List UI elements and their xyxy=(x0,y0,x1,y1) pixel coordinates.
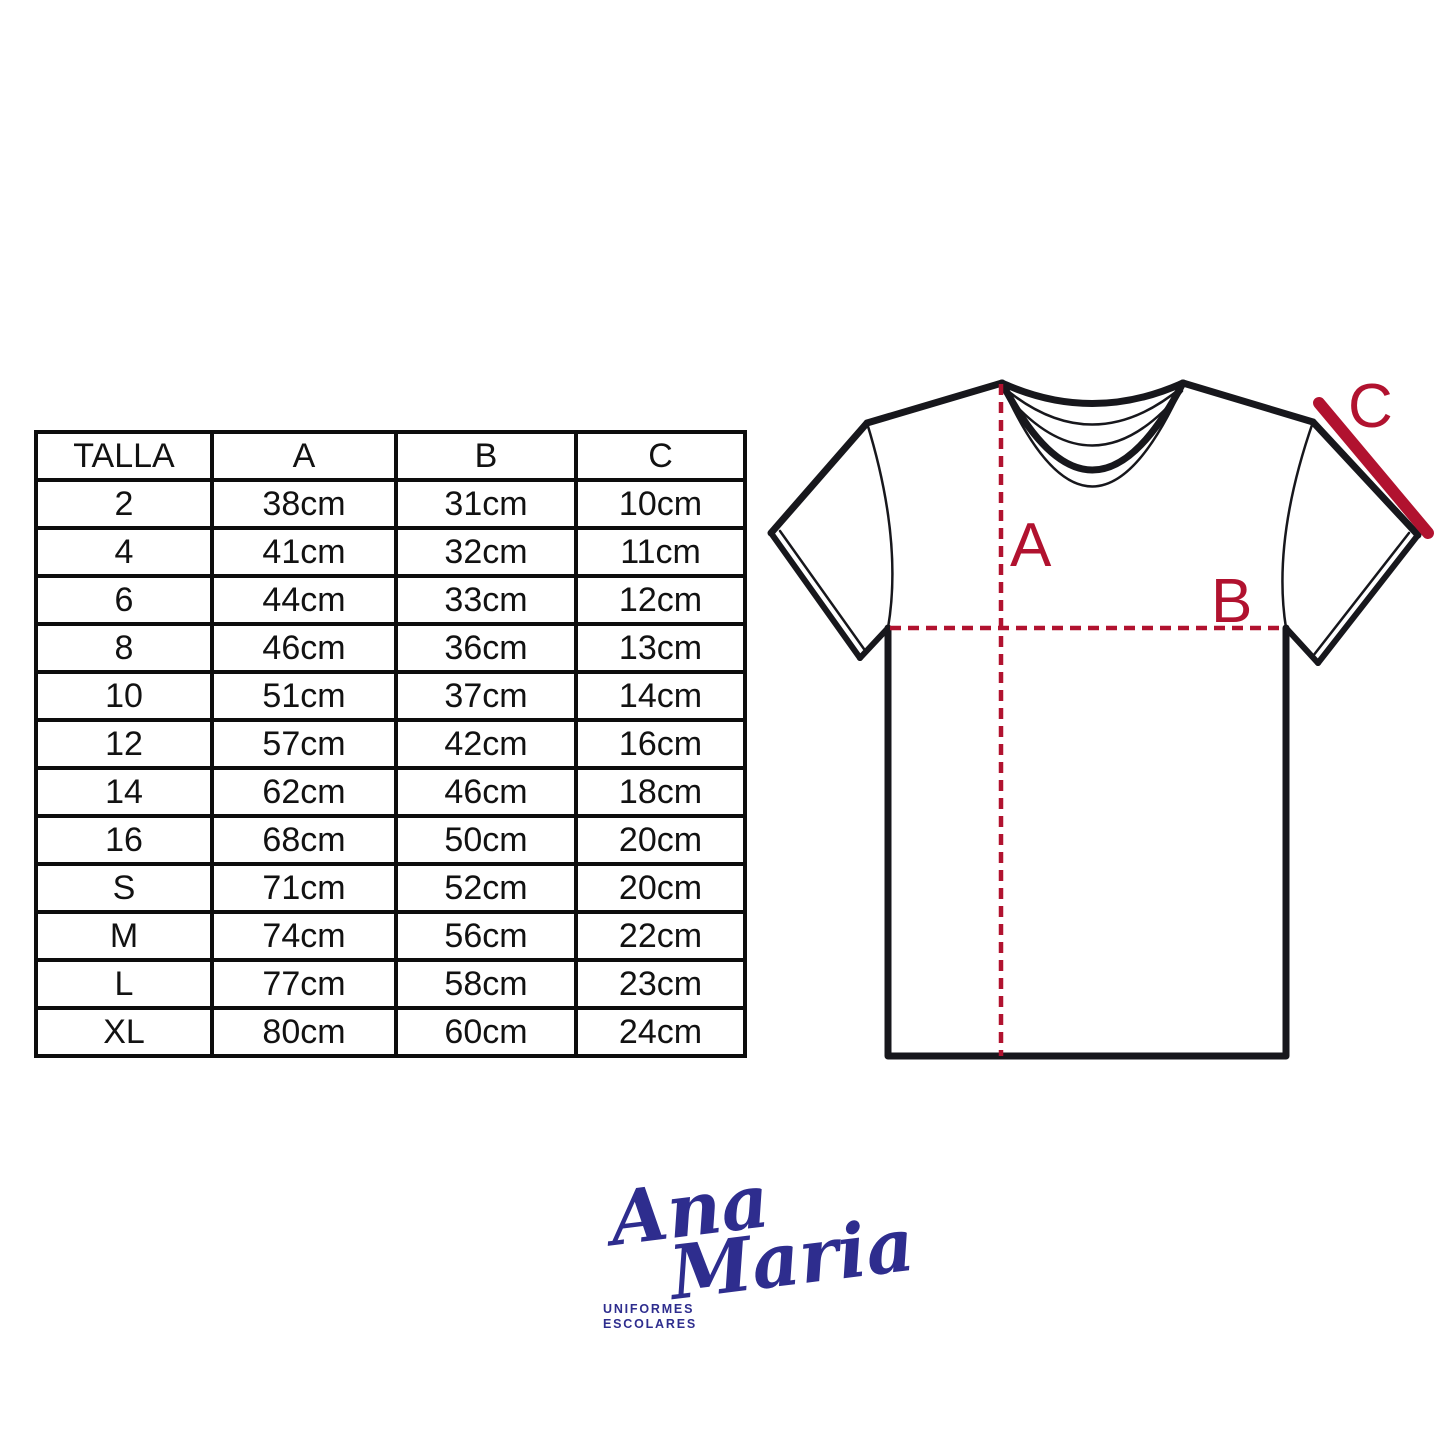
size-cell: M xyxy=(34,910,214,962)
table-row: 2 38cm 31cm 10cm xyxy=(34,478,747,530)
tshirt-left-shoulder-seam xyxy=(863,379,1006,427)
size-cell: 4 xyxy=(34,526,214,578)
right-sleeve-cuff xyxy=(1315,532,1421,666)
measurement-cell: 16cm xyxy=(574,718,747,770)
table-row: 6 44cm 33cm 12cm xyxy=(34,574,747,626)
header-b: B xyxy=(394,430,578,482)
brand-logo: Ana Maria UNIFORMES ESCOLARES xyxy=(585,1158,919,1350)
measurement-cell: 80cm xyxy=(210,1006,398,1058)
table-row: 12 57cm 42cm 16cm xyxy=(34,718,747,770)
left-sleeve-outer-edge xyxy=(767,419,871,537)
measurement-cell: 41cm xyxy=(210,526,398,578)
measurement-cell: 51cm xyxy=(210,670,398,722)
table-row: L 77cm 58cm 23cm xyxy=(34,958,747,1010)
header-a: A xyxy=(210,430,398,482)
size-cell: L xyxy=(34,958,214,1010)
measurement-cell: 46cm xyxy=(394,766,578,818)
collar-seam-line xyxy=(1000,383,1185,488)
size-cell: S xyxy=(34,862,214,914)
collar-rib-line-1 xyxy=(1001,385,1184,426)
measurement-cell: 60cm xyxy=(394,1006,578,1058)
measurement-cell: 37cm xyxy=(394,670,578,722)
measurement-cell: 36cm xyxy=(394,622,578,674)
size-cell: 2 xyxy=(34,478,214,530)
left-sleeve-cuff-inner-line xyxy=(778,529,866,651)
brand-tagline: UNIFORMES ESCOLARES xyxy=(603,1302,697,1332)
measurement-cell: 56cm xyxy=(394,910,578,962)
measurement-cell: 42cm xyxy=(394,718,578,770)
measurement-cell: 38cm xyxy=(210,478,398,530)
measurement-cell: 22cm xyxy=(574,910,747,962)
measurement-cell: 31cm xyxy=(394,478,578,530)
right-underarm-seam xyxy=(1283,625,1321,666)
right-sleeve-outer-edge xyxy=(1309,418,1422,539)
table-header-row: TALLA A B C xyxy=(34,430,747,482)
measurement-cell: 14cm xyxy=(574,670,747,722)
measure-line-c-sleeve xyxy=(1313,397,1434,539)
measurement-cell: 77cm xyxy=(210,958,398,1010)
measurement-cell: 11cm xyxy=(574,526,747,578)
table-row: M 74cm 56cm 22cm xyxy=(34,910,747,962)
right-armhole-curve xyxy=(1281,420,1315,630)
size-cell: 6 xyxy=(34,574,214,626)
collar-outer-arc xyxy=(998,379,1187,407)
size-cell: 10 xyxy=(34,670,214,722)
table-row: 16 68cm 50cm 20cm xyxy=(34,814,747,866)
measurement-cell: 62cm xyxy=(210,766,398,818)
tshirt-body-outline xyxy=(884,624,1290,1060)
table-row: 10 51cm 37cm 14cm xyxy=(34,670,747,722)
header-talla: TALLA xyxy=(34,430,214,482)
measurement-cell: 74cm xyxy=(210,910,398,962)
table-row: XL 80cm 60cm 24cm xyxy=(34,1006,747,1058)
measurement-cell: 10cm xyxy=(574,478,747,530)
measurement-cell: 52cm xyxy=(394,862,578,914)
tshirt-right-shoulder-seam xyxy=(1179,379,1317,426)
size-table-body: 2 38cm 31cm 10cm 4 41cm 32cm 11cm 6 44cm 33cm 12cm 8… xyxy=(34,478,747,1058)
measure-label-a: A xyxy=(1010,511,1052,580)
measurement-cell: 57cm xyxy=(210,718,398,770)
size-cell: 8 xyxy=(34,622,214,674)
measurement-cell: 68cm xyxy=(210,814,398,866)
table-row: 14 62cm 46cm 18cm xyxy=(34,766,747,818)
table-row: 4 41cm 32cm 11cm xyxy=(34,526,747,578)
measurement-cell: 33cm xyxy=(394,574,578,626)
measure-label-c: C xyxy=(1348,372,1393,441)
measurement-cell: 50cm xyxy=(394,814,578,866)
collar-rib-line-2 xyxy=(1001,389,1184,447)
brand-tagline-line1: UNIFORMES xyxy=(603,1302,695,1316)
table-row: 8 46cm 36cm 13cm xyxy=(34,622,747,674)
measure-label-b: B xyxy=(1211,567,1252,636)
size-chart: TALLA A B C 2 38cm 31cm 10cm 4 41cm 32cm 11cm 6 4… xyxy=(34,430,747,1058)
size-cell: 16 xyxy=(34,814,214,866)
measurement-cell: 12cm xyxy=(574,574,747,626)
measurement-cell: 32cm xyxy=(394,526,578,578)
left-armhole-curve xyxy=(865,421,894,630)
size-cell: 12 xyxy=(34,718,214,770)
right-sleeve-cuff-inner-line xyxy=(1311,531,1411,658)
measurement-cell: 24cm xyxy=(574,1006,747,1058)
measurement-cell: 71cm xyxy=(210,862,398,914)
size-cell: XL xyxy=(34,1006,214,1058)
measurement-cell: 13cm xyxy=(574,622,747,674)
measurement-cell: 44cm xyxy=(210,574,398,626)
measurement-cell: 20cm xyxy=(574,862,747,914)
measurement-cell: 46cm xyxy=(210,622,398,674)
measurement-cell: 20cm xyxy=(574,814,747,866)
left-sleeve-cuff xyxy=(768,530,863,661)
size-cell: 14 xyxy=(34,766,214,818)
table-row: S 71cm 52cm 20cm xyxy=(34,862,747,914)
brand-tagline-line2: ESCOLARES xyxy=(603,1317,697,1331)
measurement-cell: 23cm xyxy=(574,958,747,1010)
header-c: C xyxy=(574,430,747,482)
left-underarm-seam xyxy=(857,625,891,661)
measurement-cell: 58cm xyxy=(394,958,578,1010)
size-table: TALLA A B C 2 38cm 31cm 10cm 4 41cm 32cm 11cm 6 4… xyxy=(34,430,747,1058)
measurement-cell: 18cm xyxy=(574,766,747,818)
collar-bottom-arc xyxy=(998,379,1187,474)
